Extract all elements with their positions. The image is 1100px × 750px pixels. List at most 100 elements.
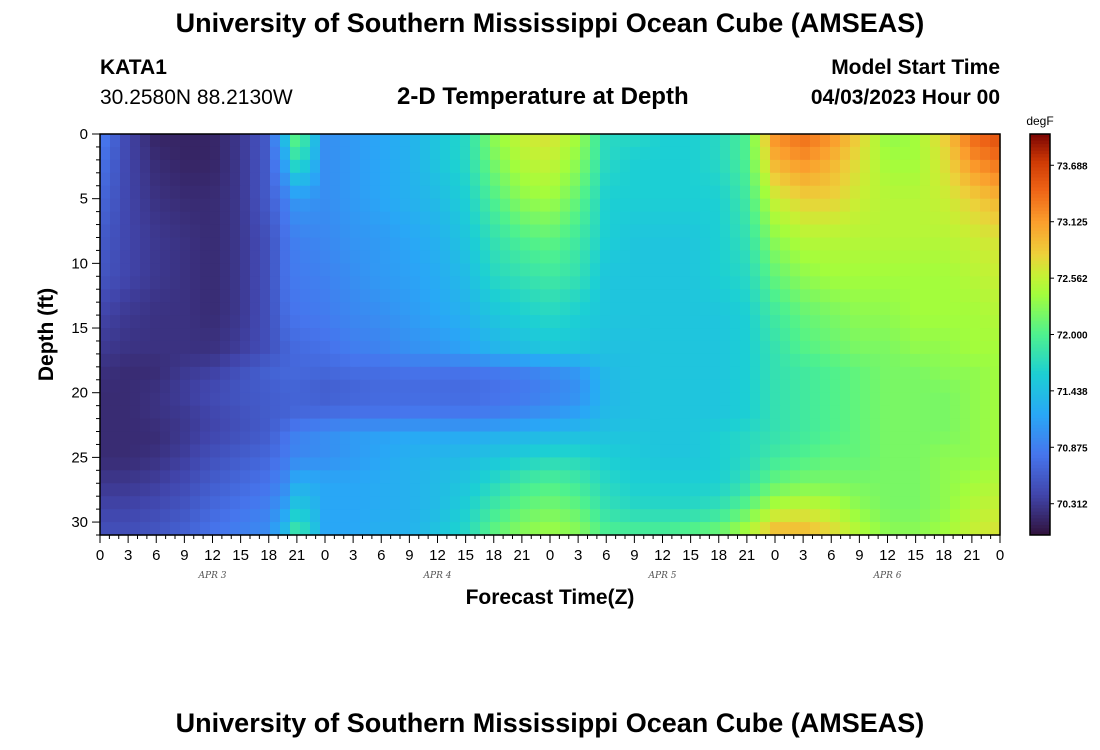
heatmap-cell bbox=[880, 405, 891, 420]
heatmap-cell bbox=[560, 483, 571, 497]
heatmap-cell bbox=[240, 224, 251, 239]
heatmap-cell bbox=[120, 185, 131, 200]
heatmap-cell bbox=[730, 328, 741, 342]
heatmap-cell bbox=[530, 198, 541, 213]
heatmap-cell bbox=[280, 405, 291, 420]
heatmap-cell bbox=[630, 470, 641, 484]
heatmap-cell bbox=[340, 172, 351, 187]
heatmap-cell bbox=[400, 353, 411, 368]
heatmap-cell bbox=[530, 392, 541, 407]
heatmap-cell bbox=[390, 172, 401, 187]
heatmap-cell bbox=[380, 237, 391, 252]
heatmap-cell bbox=[990, 172, 1001, 187]
heatmap-cell bbox=[260, 366, 271, 381]
heatmap-cell bbox=[910, 379, 921, 394]
heatmap-cell bbox=[260, 522, 271, 536]
heatmap-cell bbox=[810, 263, 821, 277]
heatmap-cell bbox=[760, 457, 771, 471]
heatmap-cell bbox=[100, 263, 111, 277]
heatmap-cell bbox=[670, 509, 681, 523]
heatmap-cell bbox=[840, 224, 851, 239]
heatmap-cell bbox=[680, 159, 691, 174]
heatmap-cell bbox=[120, 237, 131, 252]
heatmap-cell bbox=[400, 483, 411, 497]
heatmap-cell bbox=[420, 250, 431, 264]
heatmap-cell bbox=[650, 198, 661, 213]
heatmap-cell bbox=[790, 185, 801, 200]
heatmap-cell bbox=[120, 418, 131, 433]
heatmap-cell bbox=[960, 185, 971, 200]
heatmap-cell bbox=[330, 263, 341, 277]
heatmap-cell bbox=[190, 483, 201, 497]
heatmap-cell bbox=[620, 366, 631, 381]
heatmap-cell bbox=[210, 483, 221, 497]
heatmap-cell bbox=[840, 276, 851, 290]
x-tick-label: 21 bbox=[514, 547, 531, 564]
heatmap-cell bbox=[390, 276, 401, 290]
heatmap-cell bbox=[240, 444, 251, 458]
heatmap-cell bbox=[550, 211, 561, 226]
heatmap-cell bbox=[280, 509, 291, 523]
heatmap-cell bbox=[740, 276, 751, 290]
heatmap-cell bbox=[520, 340, 531, 355]
heatmap-cell bbox=[640, 431, 651, 446]
colorbar-swatch bbox=[1030, 157, 1050, 162]
heatmap-cell bbox=[350, 211, 361, 226]
colorbar-swatch bbox=[1030, 257, 1050, 262]
heatmap-cell bbox=[640, 353, 651, 368]
heatmap-cell bbox=[860, 185, 871, 200]
heatmap-cell bbox=[710, 418, 721, 433]
heatmap-cell bbox=[640, 146, 651, 161]
heatmap-cell bbox=[110, 211, 121, 226]
heatmap-cell bbox=[470, 444, 481, 458]
heatmap-cell bbox=[810, 302, 821, 316]
heatmap-cell bbox=[460, 431, 471, 446]
heatmap-cell bbox=[240, 289, 251, 303]
heatmap-cell bbox=[810, 185, 821, 200]
heatmap-cell bbox=[170, 146, 181, 161]
heatmap-cell bbox=[530, 366, 541, 381]
heatmap-cell bbox=[550, 146, 561, 161]
heatmap-cell bbox=[430, 224, 441, 239]
heatmap-cell bbox=[760, 159, 771, 174]
x-tick-label: 0 bbox=[996, 547, 1004, 564]
heatmap-cell bbox=[870, 263, 881, 277]
heatmap-cell bbox=[170, 315, 181, 329]
heatmap-cell bbox=[420, 444, 431, 458]
heatmap-cell bbox=[890, 431, 901, 446]
heatmap-cell bbox=[870, 444, 881, 458]
heatmap-cell bbox=[710, 146, 721, 161]
heatmap-cell bbox=[820, 405, 831, 420]
heatmap-cell bbox=[760, 134, 771, 148]
heatmap-cell bbox=[240, 159, 251, 174]
heatmap-cell bbox=[410, 328, 421, 342]
heatmap-cell bbox=[390, 379, 401, 394]
heatmap-cell bbox=[450, 224, 461, 239]
y-tick-label: 20 bbox=[71, 385, 88, 402]
heatmap-cell bbox=[810, 431, 821, 446]
heatmap-cell bbox=[540, 340, 551, 355]
heatmap-cell bbox=[940, 146, 951, 161]
heatmap-cell bbox=[650, 263, 661, 277]
heatmap-cell bbox=[600, 276, 611, 290]
heatmap-cell bbox=[660, 198, 671, 213]
heatmap-cell bbox=[690, 470, 701, 484]
heatmap-cell bbox=[910, 185, 921, 200]
heatmap-cell bbox=[330, 431, 341, 446]
heatmap-cell bbox=[930, 146, 941, 161]
colorbar-swatch bbox=[1030, 494, 1050, 499]
heatmap-cell bbox=[990, 198, 1001, 213]
heatmap-cell bbox=[510, 146, 521, 161]
heatmap-cell bbox=[470, 392, 481, 407]
heatmap-cell bbox=[340, 328, 351, 342]
heatmap-cell bbox=[780, 224, 791, 239]
heatmap-cell bbox=[850, 211, 861, 226]
heatmap-cell bbox=[540, 522, 551, 536]
heatmap-cell bbox=[940, 172, 951, 187]
heatmap-cell bbox=[390, 250, 401, 264]
heatmap-cell bbox=[310, 276, 321, 290]
heatmap-cell bbox=[870, 159, 881, 174]
heatmap-cell bbox=[610, 198, 621, 213]
heatmap-cell bbox=[150, 211, 161, 226]
heatmap-cell bbox=[390, 431, 401, 446]
